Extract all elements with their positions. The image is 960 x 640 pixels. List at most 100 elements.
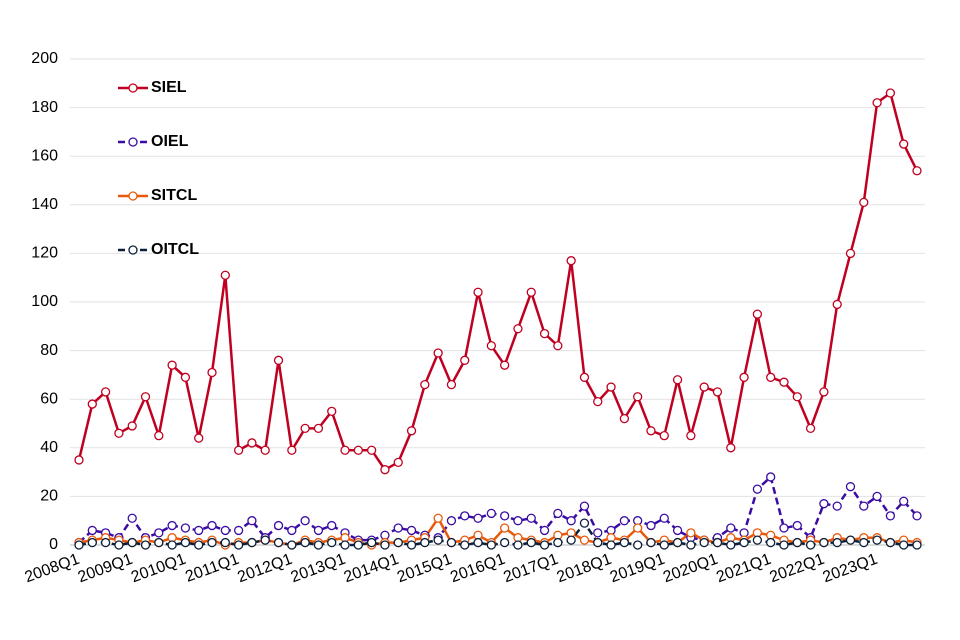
point xyxy=(300,423,310,434)
point xyxy=(766,537,776,548)
point xyxy=(273,355,284,365)
point xyxy=(194,540,204,550)
x-tick-label: 2015Q1 xyxy=(395,551,454,586)
point xyxy=(819,499,829,509)
point xyxy=(672,375,683,385)
x-tick-label: 2023Q1 xyxy=(821,551,880,586)
point xyxy=(247,438,257,448)
point xyxy=(393,523,403,533)
point xyxy=(566,516,576,526)
point xyxy=(127,513,137,523)
point xyxy=(473,537,483,548)
point xyxy=(500,511,510,521)
x-tick-label: 2009Q1 xyxy=(76,551,135,586)
y-tick-label: 120 xyxy=(31,245,58,262)
x-tick-label: 2013Q1 xyxy=(289,551,348,586)
point xyxy=(539,328,550,339)
y-tick-label: 40 xyxy=(40,439,58,456)
x-tick-label: 2019Q1 xyxy=(608,551,667,586)
point xyxy=(100,387,111,397)
point xyxy=(593,537,603,548)
point xyxy=(659,540,669,550)
x-tick-label: 2017Q1 xyxy=(501,551,560,586)
point xyxy=(779,540,789,550)
point xyxy=(486,341,496,351)
point xyxy=(207,520,217,531)
point xyxy=(646,520,656,531)
point xyxy=(260,535,270,545)
point xyxy=(553,341,563,351)
point xyxy=(619,537,630,548)
point xyxy=(819,387,829,397)
point xyxy=(406,426,417,436)
point xyxy=(180,537,191,548)
point xyxy=(260,445,270,455)
point xyxy=(633,523,643,533)
point xyxy=(593,396,603,407)
point xyxy=(313,423,324,434)
point xyxy=(659,430,669,441)
y-tick-label: 200 xyxy=(31,50,58,67)
point xyxy=(672,525,683,536)
point xyxy=(433,535,443,545)
point xyxy=(340,540,350,550)
point xyxy=(899,139,909,149)
point xyxy=(726,540,736,550)
series-line xyxy=(78,515,918,547)
y-tick-label: 80 xyxy=(40,342,58,359)
point xyxy=(194,433,204,443)
legend-label: SIEL xyxy=(151,79,187,96)
y-tick-label: 0 xyxy=(49,536,58,553)
point xyxy=(872,491,882,502)
point xyxy=(340,445,350,455)
point xyxy=(513,324,523,334)
point xyxy=(460,355,470,365)
point xyxy=(885,537,896,548)
point xyxy=(167,360,177,370)
legend-label: OIEL xyxy=(151,133,189,150)
point xyxy=(712,387,723,397)
point xyxy=(593,528,603,538)
point xyxy=(366,445,377,455)
point xyxy=(287,525,297,536)
series-line xyxy=(78,474,918,544)
point xyxy=(460,511,470,521)
point xyxy=(473,287,483,297)
point xyxy=(154,537,164,548)
x-tick-label: 2010Q1 xyxy=(129,551,188,586)
point xyxy=(832,299,842,310)
point xyxy=(699,382,709,392)
point xyxy=(300,537,310,548)
point xyxy=(885,511,896,521)
x-tick-label: 2020Q1 xyxy=(661,551,720,586)
point xyxy=(566,535,576,545)
point xyxy=(486,508,496,519)
point xyxy=(579,501,590,511)
x-tick-label: 2016Q1 xyxy=(448,551,507,586)
point xyxy=(100,537,111,548)
x-tick-label: 2011Q1 xyxy=(183,551,241,586)
point xyxy=(553,537,563,548)
point xyxy=(500,523,510,533)
point xyxy=(579,518,590,528)
x-tick-label: 2012Q1 xyxy=(235,551,294,586)
point xyxy=(566,256,576,266)
y-tick-label: 140 xyxy=(31,196,58,213)
point xyxy=(167,540,177,550)
point xyxy=(247,516,257,526)
point xyxy=(327,520,337,531)
x-tick-label: 2021Q1 xyxy=(714,551,773,586)
point xyxy=(380,540,390,550)
point xyxy=(832,501,842,511)
legend-marker xyxy=(128,245,138,255)
point xyxy=(233,540,244,550)
series-line xyxy=(77,90,919,472)
legend-marker xyxy=(128,83,138,93)
point xyxy=(313,540,324,550)
point xyxy=(313,525,324,536)
point xyxy=(912,540,922,550)
point xyxy=(327,406,337,417)
point xyxy=(912,166,922,176)
point xyxy=(247,537,257,548)
